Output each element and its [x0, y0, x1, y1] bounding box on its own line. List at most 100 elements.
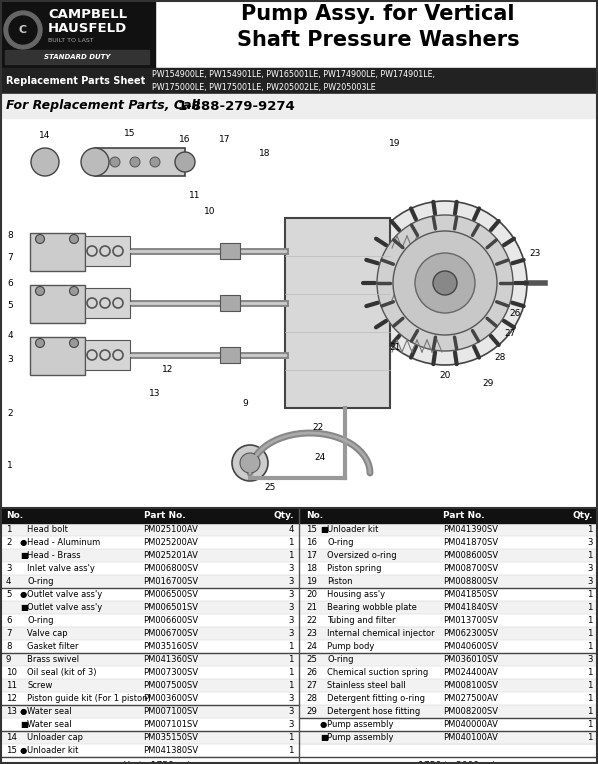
Text: PM006700SV: PM006700SV — [144, 629, 199, 638]
Text: 23: 23 — [529, 248, 541, 257]
Bar — [0, 118, 598, 508]
Text: 3: 3 — [7, 355, 13, 364]
Text: 13: 13 — [6, 707, 17, 716]
Text: 1: 1 — [288, 551, 294, 560]
Text: Housing ass'y: Housing ass'y — [327, 590, 385, 599]
Text: 3: 3 — [288, 590, 294, 599]
Text: HAUSFELD: HAUSFELD — [48, 22, 127, 35]
Text: 29: 29 — [483, 378, 494, 387]
Text: PM016700SV: PM016700SV — [144, 577, 199, 586]
Text: For Replacement Parts, Call: For Replacement Parts, Call — [6, 99, 200, 112]
Bar — [5, 50, 149, 64]
Text: PM035160SV: PM035160SV — [144, 642, 199, 651]
Text: ■: ■ — [20, 720, 28, 729]
Bar — [0, 601, 299, 614]
Text: PM062300SV: PM062300SV — [443, 629, 498, 638]
Text: 21: 21 — [389, 344, 401, 352]
Text: Head - Aluminum: Head - Aluminum — [27, 538, 100, 547]
Bar — [300, 508, 598, 523]
Text: Internal chemical injector: Internal chemical injector — [327, 629, 435, 638]
Text: 1: 1 — [288, 655, 294, 664]
Text: Qty.: Qty. — [572, 511, 593, 520]
Bar — [0, 679, 299, 692]
Text: PM008700SV: PM008700SV — [443, 564, 498, 573]
Text: Gasket filter: Gasket filter — [27, 642, 78, 651]
Bar — [0, 627, 299, 640]
Text: 4: 4 — [6, 577, 11, 586]
Text: Pump assembly: Pump assembly — [327, 733, 393, 742]
Text: 27: 27 — [504, 329, 515, 338]
Text: 3: 3 — [288, 564, 294, 573]
Text: 10: 10 — [205, 206, 216, 215]
Circle shape — [363, 201, 527, 365]
Text: Piston spring: Piston spring — [327, 564, 382, 573]
Bar — [0, 653, 299, 666]
Text: 1: 1 — [587, 720, 593, 729]
Text: PM025100AV: PM025100AV — [144, 525, 199, 534]
Bar — [220, 295, 240, 311]
Circle shape — [35, 235, 44, 244]
Text: PM025200AV: PM025200AV — [144, 538, 199, 547]
Text: 1: 1 — [587, 603, 593, 612]
Text: PM007101SV: PM007101SV — [144, 720, 199, 729]
Bar — [30, 337, 85, 375]
Text: Outlet valve ass'y: Outlet valve ass'y — [27, 590, 102, 599]
Text: PM006501SV: PM006501SV — [144, 603, 199, 612]
Bar — [300, 653, 598, 666]
Text: 8: 8 — [7, 231, 13, 241]
Circle shape — [377, 215, 513, 351]
Text: PM025201AV: PM025201AV — [144, 551, 199, 560]
Text: 3: 3 — [288, 629, 294, 638]
Bar — [300, 614, 598, 627]
Text: 26: 26 — [509, 309, 521, 318]
Text: 11: 11 — [6, 681, 17, 690]
Text: 1: 1 — [587, 681, 593, 690]
Text: 6: 6 — [7, 279, 13, 287]
Text: Head bolt: Head bolt — [27, 525, 68, 534]
Circle shape — [69, 235, 78, 244]
Text: 14: 14 — [39, 131, 51, 141]
Text: PM024400AV: PM024400AV — [443, 668, 498, 677]
Text: 4: 4 — [288, 525, 294, 534]
Text: ●: ● — [20, 590, 28, 599]
Text: 1: 1 — [288, 668, 294, 677]
Bar — [220, 243, 240, 259]
Bar — [0, 68, 598, 94]
Text: O-ring: O-ring — [327, 655, 353, 664]
Circle shape — [9, 16, 37, 44]
Bar — [300, 536, 598, 549]
Bar — [0, 731, 299, 744]
Text: PM007300SV: PM007300SV — [144, 668, 199, 677]
Bar — [0, 718, 299, 731]
Text: 1: 1 — [587, 616, 593, 625]
Text: 3: 3 — [288, 603, 294, 612]
Text: PM003600SV: PM003600SV — [144, 694, 199, 703]
Text: Unloader kit: Unloader kit — [27, 746, 78, 755]
Text: 9: 9 — [242, 399, 248, 407]
Text: ■  1750 to 2000 psi: ■ 1750 to 2000 psi — [404, 760, 495, 764]
Bar — [85, 288, 130, 318]
Text: PM041870SV: PM041870SV — [443, 538, 498, 547]
Text: 3: 3 — [587, 577, 593, 586]
Bar — [0, 549, 299, 562]
Text: PW154900LE, PW154901LE, PW165001LE, PW174900LE, PW174901LE,
PW175000LE, PW175001: PW154900LE, PW154901LE, PW165001LE, PW17… — [152, 70, 435, 92]
Text: 25: 25 — [306, 655, 317, 664]
Text: 17: 17 — [306, 551, 317, 560]
Text: 1: 1 — [288, 733, 294, 742]
Text: ■: ■ — [20, 551, 28, 560]
Text: PM041850SV: PM041850SV — [443, 590, 498, 599]
Text: ■: ■ — [320, 733, 328, 742]
Text: 24: 24 — [306, 642, 317, 651]
Text: Piston guide kit (For 1 piston): Piston guide kit (For 1 piston) — [27, 694, 151, 703]
Text: 1: 1 — [288, 681, 294, 690]
Text: PM008800SV: PM008800SV — [443, 577, 498, 586]
Text: Screw: Screw — [27, 681, 53, 690]
Text: PM013700SV: PM013700SV — [443, 616, 498, 625]
Text: 2: 2 — [6, 538, 11, 547]
Text: 2: 2 — [7, 409, 13, 417]
Text: No.: No. — [306, 511, 323, 520]
Text: PM006800SV: PM006800SV — [144, 564, 199, 573]
Text: 3: 3 — [6, 564, 11, 573]
Text: Unloader kit: Unloader kit — [327, 525, 379, 534]
Text: 12: 12 — [162, 365, 173, 374]
